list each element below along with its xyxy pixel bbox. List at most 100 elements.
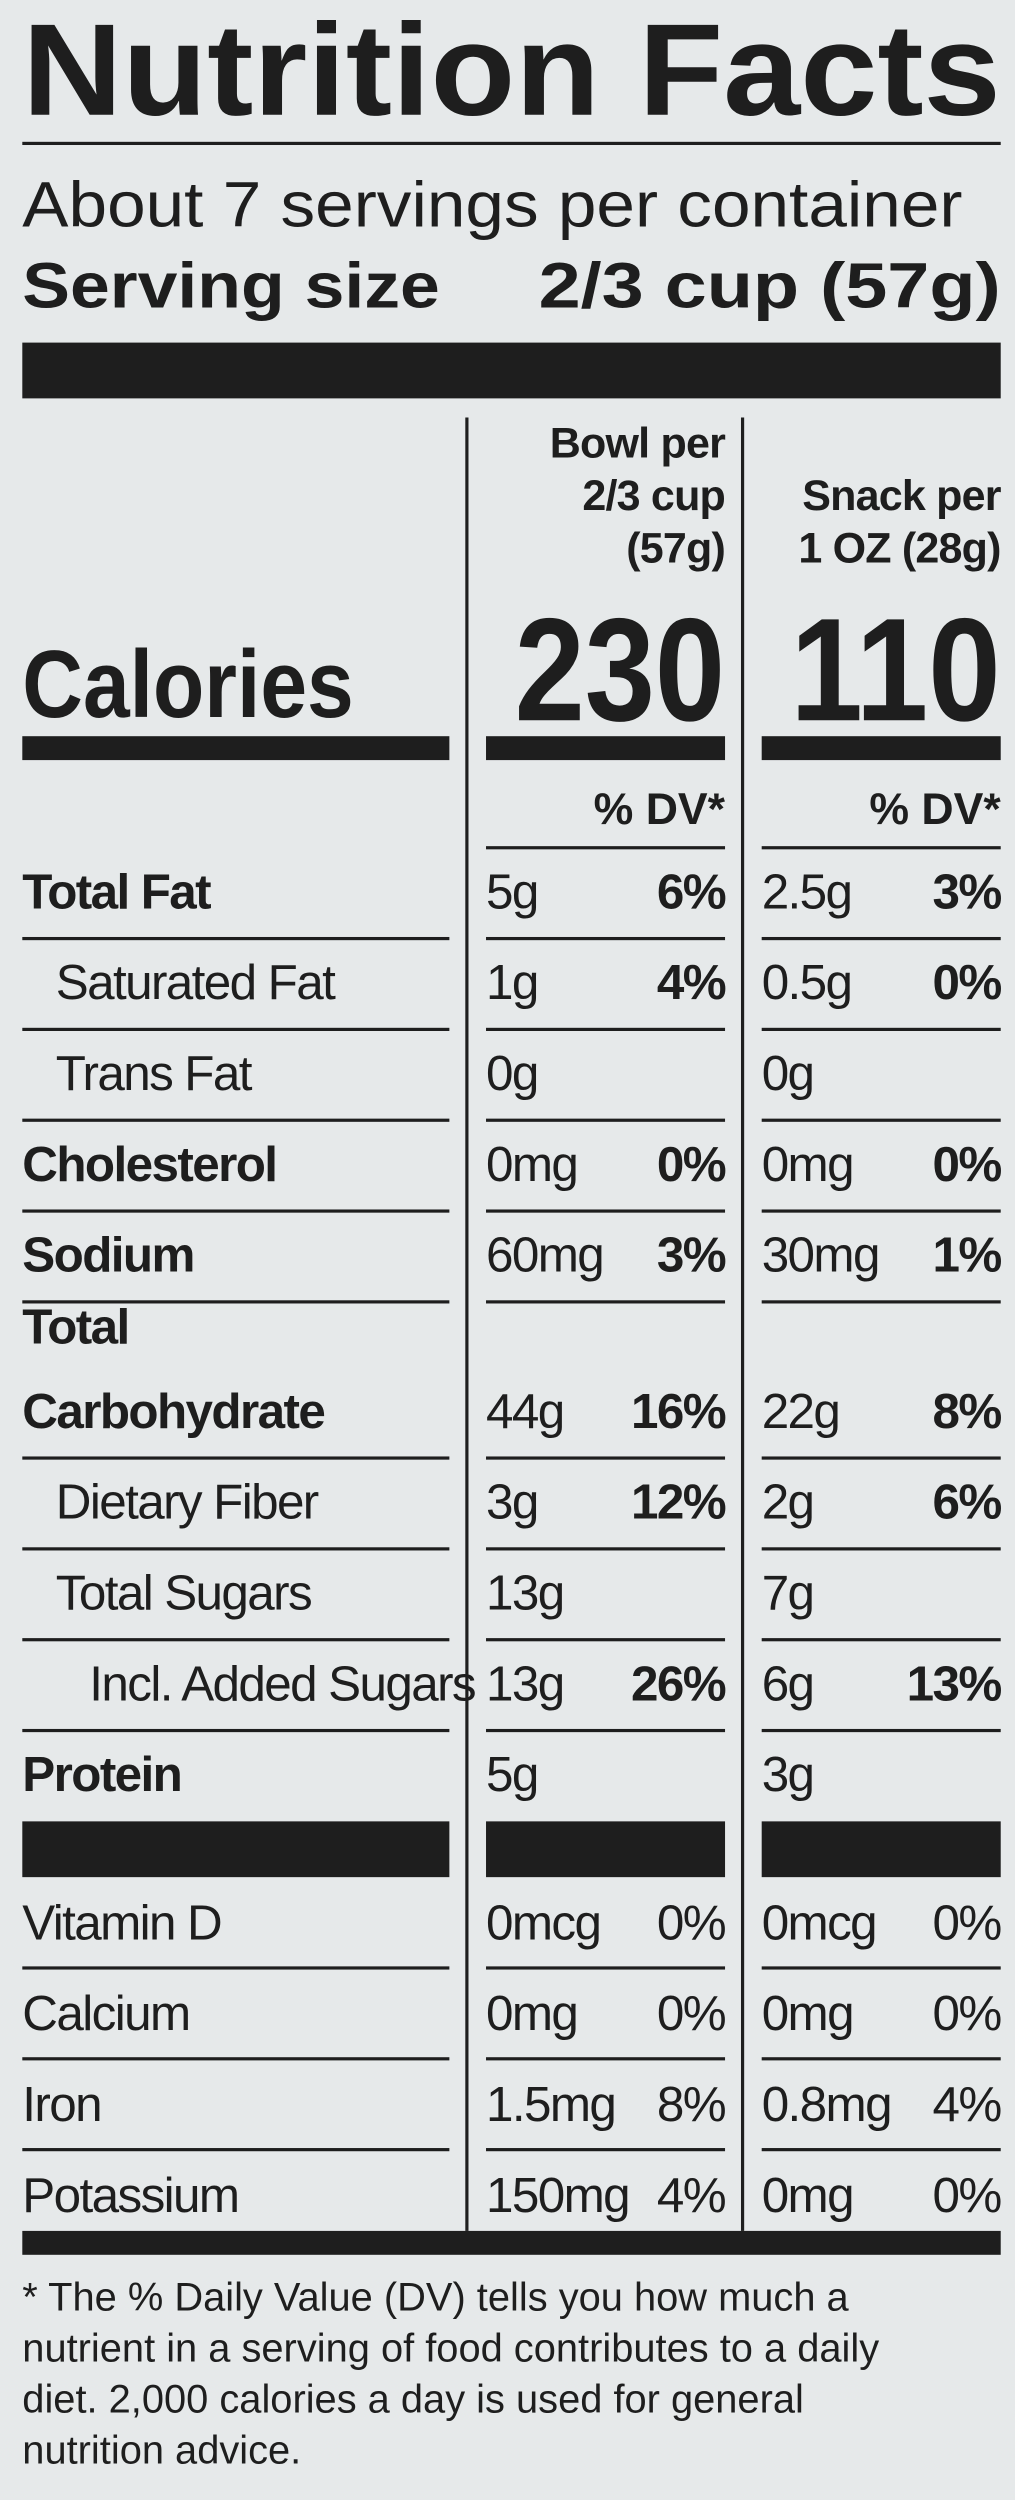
serving-size-label: Serving size [22,250,439,322]
column-divider [740,417,745,2231]
daily-value: 0% [657,1895,726,1950]
amount: 0mcg [762,1895,876,1950]
rule [761,1209,1001,1213]
vitamin-name: Vitamin D [22,1895,221,1950]
amount: 0mg [486,1986,577,2041]
rule [486,1966,726,1970]
calories-value: 230 [515,588,725,752]
footnote-line: * The % Daily Value (DV) tells you how m… [22,2276,849,2320]
column-header: (57g) [626,525,725,573]
amount: 0.5g [762,955,852,1010]
daily-value: 26% [631,1656,726,1711]
nutrient-name: Total [22,1299,128,1354]
rule [486,2148,726,2152]
column-header: Snack per [802,472,1002,520]
rule [761,1728,1001,1733]
column-header: 1 OZ (28g) [798,525,1000,573]
vitamin-name: Iron [22,2077,101,2132]
daily-value: 13% [907,1656,1002,1711]
daily-value: 3% [657,1228,726,1283]
rule [486,1209,726,1213]
footnote-line: diet. 2,000 calories a day is used for g… [22,2378,804,2422]
amount: 2g [762,1475,814,1530]
amount: 5g [486,864,538,919]
daily-value: 12% [631,1475,726,1530]
rule [486,1118,726,1122]
amount: 0mg [486,1137,577,1192]
amount: 0.8mg [762,2077,891,2132]
nutrient-name: Trans Fat [56,1046,253,1101]
daily-value: 0% [933,1895,1002,1950]
daily-value: 4% [657,955,726,1010]
rule [22,1547,450,1551]
daily-value: 6% [657,864,726,919]
amount: 0g [762,1046,814,1101]
servings: About 7 servings per container [22,168,962,240]
amount: 60mg [486,1228,603,1283]
medium-bar [761,736,1001,761]
amount: 1g [486,955,538,1010]
column-divider [465,417,469,2231]
vitamin-name: Potassium [22,2168,238,2223]
daily-value: 0% [657,1137,726,1192]
daily-value: 3% [933,864,1002,919]
daily-value: 0% [933,2168,1002,2223]
rule [22,1209,450,1213]
thick-bar [22,342,1001,399]
rule [761,1456,1001,1460]
rule [486,1456,726,1460]
daily-value: 1% [933,1228,1002,1283]
daily-value: 4% [657,2168,726,2223]
thick-bar [22,1821,450,1878]
nutrient-name: Dietary Fiber [56,1475,319,1530]
daily-value: 8% [933,1384,1002,1439]
amount: 0mg [762,2168,853,2223]
rule [761,2148,1001,2152]
rule [486,2057,726,2061]
rule [22,1966,450,1970]
rule [486,936,726,941]
rule [761,1547,1001,1551]
daily-value: 0% [657,1986,726,2041]
nutrient-name: Carbohydrate [22,1384,324,1439]
calories-value: 110 [790,588,1000,752]
nutrient-name: Sodium [22,1228,193,1283]
amount: 22g [762,1384,840,1439]
nutrient-name: Saturated Fat [56,955,336,1010]
rule [22,2057,450,2061]
rule [761,2057,1001,2061]
rule [22,1638,450,1642]
rule [486,1547,726,1551]
rule [761,936,1001,941]
rule [22,1027,450,1031]
rule [761,1966,1001,1970]
rule [486,1638,726,1642]
daily-value: 0% [933,1137,1002,1192]
column-header: 2/3 cup [582,472,725,520]
nutrient-name: Protein [22,1747,181,1802]
amount: 3g [762,1747,814,1802]
amount: 0mcg [486,1895,600,1950]
calories-label: Calories [22,631,353,738]
title: Nutrition Facts [22,0,1000,143]
rule [22,1456,450,1460]
serving-size-value: 2/3 cup (57g) [539,250,1001,322]
rule [486,846,726,850]
amount: 150mg [486,2168,629,2223]
footnote-line: nutrition advice. [22,2429,301,2473]
daily-value: 8% [657,2077,726,2132]
rule [22,141,1001,146]
thick-bar [761,1821,1001,1878]
amount: 13g [486,1656,564,1711]
rule [22,1728,450,1733]
daily-value: 0% [933,1986,1002,2041]
dv-header: % DV* [869,785,1001,834]
nutrient-name: Incl. Added Sugars [89,1656,475,1711]
column-header: Bowl per [550,419,726,467]
footnote-line: nutrient in a serving of food contribute… [22,2327,879,2371]
daily-value: 0% [933,955,1002,1010]
amount: 0g [486,1046,538,1101]
amount: 0mg [762,1986,853,2041]
amount: 5g [486,1747,538,1802]
